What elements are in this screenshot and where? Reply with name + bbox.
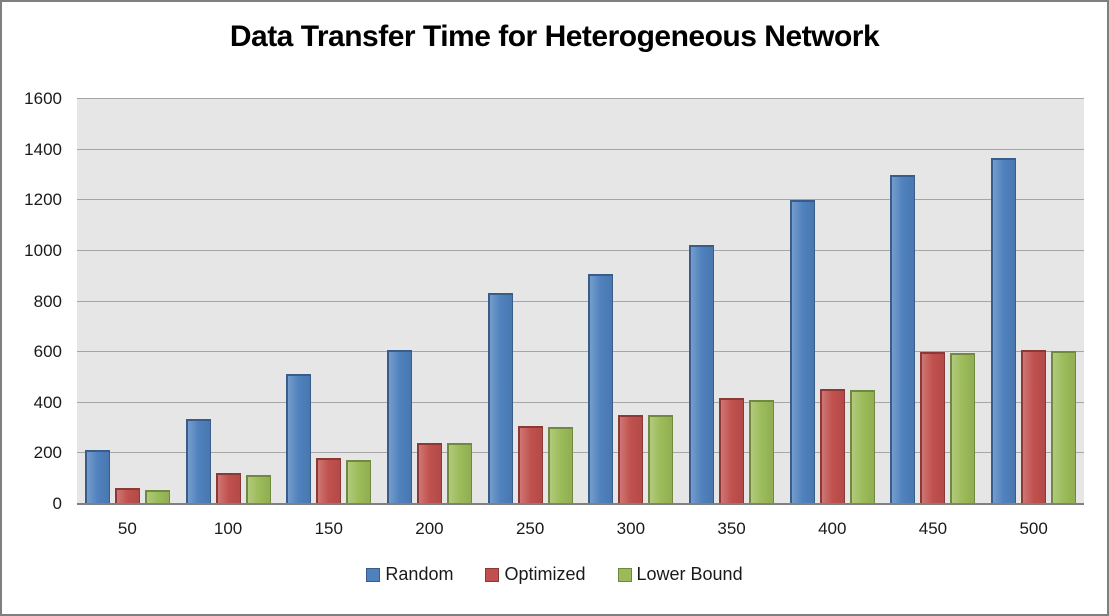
y-tick-label: 800 — [33, 291, 62, 311]
bar-random-200 — [386, 349, 412, 504]
bar-lower-bound-500 — [1051, 350, 1077, 504]
bar-random-50 — [84, 449, 110, 504]
bar-group-100 — [178, 99, 279, 504]
legend-swatch-icon — [485, 567, 500, 582]
bar-random-250 — [487, 292, 513, 504]
bar-optimized-250 — [517, 425, 543, 504]
legend-item-optimized: Optimized — [485, 564, 586, 585]
bar-group-50 — [77, 99, 178, 504]
bar-optimized-400 — [819, 388, 845, 504]
legend-swatch-icon — [617, 567, 632, 582]
x-axis-line — [77, 503, 1084, 505]
bar-lower-bound-300 — [648, 415, 674, 504]
bar-group-300 — [581, 99, 682, 504]
bar-optimized-350 — [719, 397, 745, 504]
legend: Random Optimized Lower Bound — [2, 564, 1107, 585]
bar-optimized-500 — [1021, 349, 1047, 504]
bar-lower-bound-150 — [346, 459, 372, 504]
y-tick-label: 0 — [52, 494, 62, 513]
gridline-1000 — [77, 249, 1084, 251]
y-tick-label: 1400 — [24, 139, 62, 159]
x-tick-label-150: 150 — [314, 519, 343, 538]
gridline-1200 — [77, 199, 1084, 201]
bar-random-300 — [588, 273, 614, 504]
legend-item-lower-bound: Lower Bound — [617, 564, 743, 585]
bar-random-150 — [286, 373, 312, 504]
bar-lower-bound-450 — [950, 353, 976, 504]
bar-optimized-300 — [618, 414, 644, 504]
bar-groups — [77, 99, 1084, 504]
legend-label: Lower Bound — [636, 564, 743, 584]
x-tick-label-200: 200 — [415, 519, 444, 538]
bar-group-200 — [379, 99, 480, 504]
gridline-1400 — [77, 148, 1084, 150]
bar-optimized-200 — [416, 442, 442, 504]
y-tick-label: 200 — [33, 443, 62, 463]
bar-optimized-450 — [920, 352, 946, 504]
bar-random-400 — [789, 200, 815, 504]
x-tick-label-500: 500 — [1019, 519, 1048, 538]
x-tick-label-100: 100 — [213, 519, 243, 538]
gridline-600 — [77, 351, 1084, 353]
chart-title: Data Transfer Time for Heterogeneous Net… — [229, 20, 880, 53]
bar-group-500 — [983, 99, 1084, 504]
gridline-1600 — [77, 98, 1084, 99]
gridline-400 — [77, 401, 1084, 403]
bar-random-500 — [991, 158, 1017, 504]
bar-group-450 — [883, 99, 984, 504]
gridline-200 — [77, 452, 1084, 454]
bar-lower-bound-350 — [749, 400, 775, 504]
y-tick-label: 1000 — [24, 240, 62, 260]
plot-area — [77, 98, 1084, 505]
bar-random-100 — [185, 419, 211, 504]
bar-group-400 — [782, 99, 883, 504]
x-tick-label-250: 250 — [515, 519, 545, 538]
legend-label: Random — [385, 564, 454, 584]
x-tick-label-50: 50 — [117, 519, 137, 538]
bar-optimized-150 — [316, 458, 342, 504]
bar-lower-bound-200 — [446, 443, 472, 504]
bar-optimized-100 — [215, 473, 241, 504]
legend-item-random: Random — [366, 564, 453, 585]
bar-group-250 — [480, 99, 581, 504]
y-tick-label: 600 — [33, 342, 62, 362]
x-tick-label-300: 300 — [616, 519, 646, 538]
gridline-800 — [77, 300, 1084, 302]
legend-label: Optimized — [504, 564, 586, 584]
legend-swatch-icon — [366, 567, 381, 582]
x-tick-label-400: 400 — [818, 519, 847, 538]
x-tick-label-450: 450 — [918, 519, 948, 538]
bar-lower-bound-100 — [245, 474, 271, 504]
bar-random-350 — [689, 244, 715, 504]
bar-group-150 — [278, 99, 379, 504]
bar-lower-bound-250 — [547, 426, 573, 504]
y-tick-label: 1200 — [24, 190, 62, 210]
x-tick-label-350: 350 — [717, 519, 746, 538]
y-tick-label: 1600 — [24, 89, 62, 108]
y-tick-label: 400 — [33, 392, 62, 412]
bar-random-450 — [890, 174, 916, 504]
bar-lower-bound-400 — [849, 390, 875, 504]
bar-group-350 — [681, 99, 782, 504]
bar-optimized-50 — [114, 487, 140, 504]
bar-lower-bound-50 — [144, 490, 170, 504]
